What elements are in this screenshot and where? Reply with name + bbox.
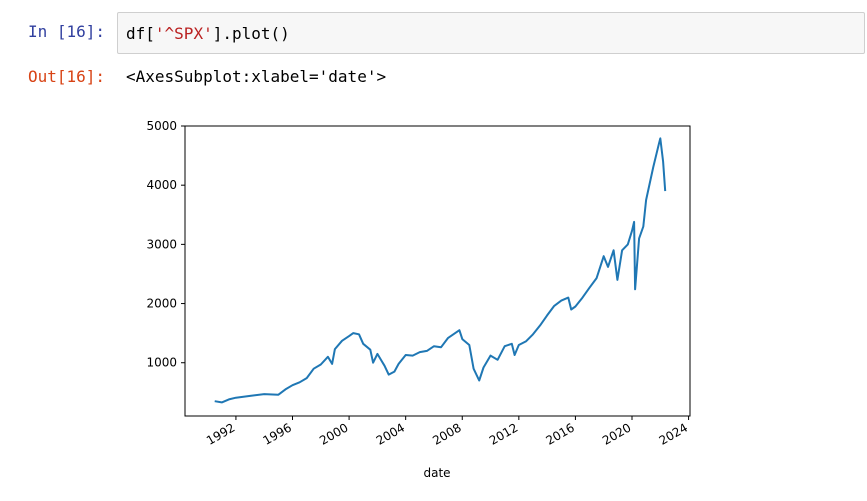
axes-frame bbox=[184, 125, 691, 417]
y-tick-label: 2000 bbox=[146, 297, 177, 311]
y-tick-label: 3000 bbox=[146, 237, 177, 251]
output-text: <AxesSubplot:xlabel='date'> bbox=[126, 67, 387, 86]
code-token: df[ bbox=[126, 24, 155, 43]
x-tick-label: 2016 bbox=[543, 420, 576, 447]
y-tick-label: 1000 bbox=[146, 356, 177, 370]
x-axis-label: date bbox=[423, 466, 450, 480]
data-line bbox=[214, 137, 667, 404]
x-tick-label: 2008 bbox=[430, 420, 463, 447]
y-tick-label: 4000 bbox=[146, 178, 177, 192]
x-tick-label: 2012 bbox=[487, 420, 520, 447]
x-tick-label: 1996 bbox=[261, 420, 294, 447]
code-token: ].plot() bbox=[212, 24, 290, 43]
x-tick-label: 2004 bbox=[374, 420, 407, 447]
x-tick-label: 2020 bbox=[600, 420, 633, 447]
input-prompt: In [16]: bbox=[27, 22, 105, 41]
y-tick-label: 5000 bbox=[146, 119, 177, 133]
code-string: '^SPX' bbox=[154, 24, 213, 43]
x-tick-label: 1992 bbox=[204, 420, 237, 447]
code-cell[interactable]: df['^SPX'].plot() bbox=[117, 12, 865, 54]
x-tick-label: 2000 bbox=[317, 420, 350, 447]
x-tick-label: 2024 bbox=[657, 420, 690, 447]
output-prompt: Out[16]: bbox=[27, 67, 105, 86]
